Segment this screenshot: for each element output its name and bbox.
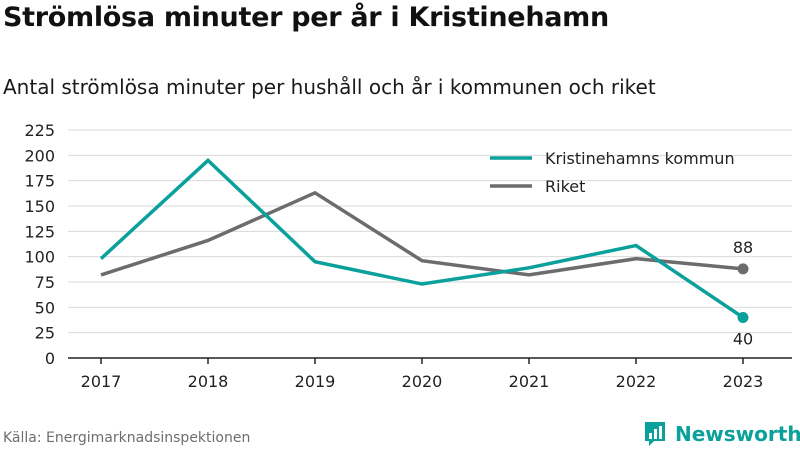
series-line-riket — [100, 190, 744, 277]
y-tick-label: 225 — [24, 121, 55, 140]
data-label: 88 — [733, 238, 753, 257]
x-tick-label: 2017 — [81, 372, 122, 391]
legend-label: Kristinehamns kommun — [545, 149, 735, 168]
y-tick-label: 100 — [24, 248, 55, 267]
y-tick-label: 50 — [35, 298, 55, 317]
y-tick-label: 175 — [24, 172, 55, 191]
chart-title: Strömlösa minuter per år i Kristinehamn — [3, 2, 609, 33]
data-label: 40 — [733, 329, 753, 348]
endpoint-marker — [737, 263, 749, 275]
y-tick-label: 25 — [35, 324, 55, 343]
x-tick-label: 2018 — [188, 372, 229, 391]
newsworthy-logo: Newsworthy — [643, 418, 800, 450]
x-tick-label: 2023 — [723, 372, 764, 391]
chart-subtitle: Antal strömlösa minuter per hushåll och … — [3, 75, 656, 99]
y-tick-label: 125 — [24, 222, 55, 241]
x-tick-label: 2022 — [616, 372, 657, 391]
y-tick-label: 75 — [35, 273, 55, 292]
newsworthy-bar-chart-icon — [645, 422, 665, 446]
x-tick-label: 2019 — [295, 372, 336, 391]
x-tick-label: 2021 — [509, 372, 550, 391]
y-tick-label: 200 — [24, 146, 55, 165]
y-tick-label: 150 — [24, 197, 55, 216]
x-tick-label: 2020 — [402, 372, 443, 391]
endpoint-marker — [737, 311, 749, 323]
legend-label: Riket — [545, 177, 585, 196]
brand-name: Newsworthy — [675, 422, 800, 446]
series-line-kommun — [99, 158, 744, 319]
y-tick-label: 0 — [45, 349, 55, 368]
source-note: Källa: Energimarknadsinspektionen — [3, 430, 251, 446]
